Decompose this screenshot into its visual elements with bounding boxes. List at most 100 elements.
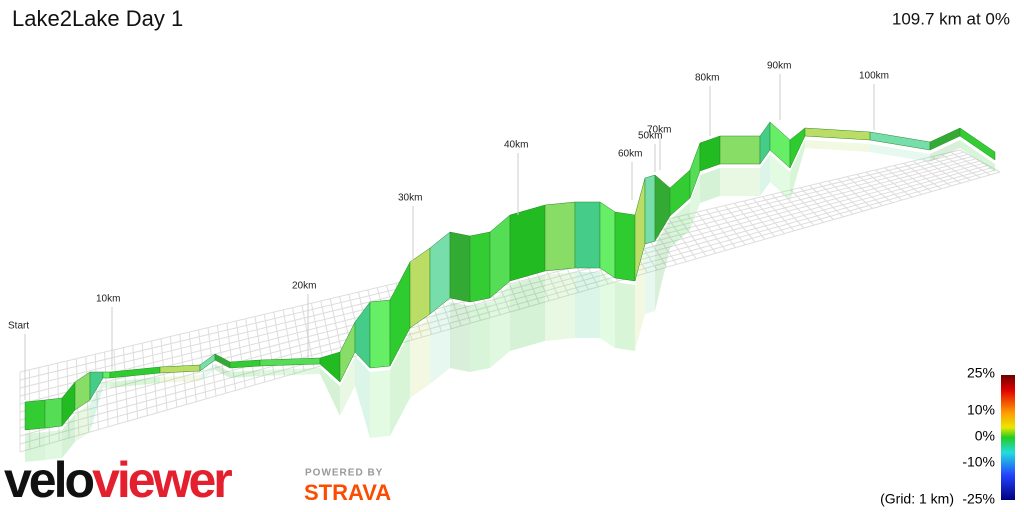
grid-line	[799, 187, 834, 220]
grid-line	[141, 343, 148, 416]
marker-label: 20km	[292, 281, 316, 292]
grid-line	[160, 338, 168, 411]
grid-line	[696, 211, 726, 251]
grid-line	[837, 178, 873, 209]
grid-line	[790, 189, 824, 223]
marker-label: 90km	[767, 61, 791, 72]
profile-segment	[574, 201, 601, 269]
grid-line	[310, 303, 325, 366]
grid-line	[104, 351, 109, 427]
grid-line	[254, 316, 266, 383]
grid-line	[122, 347, 129, 422]
grid-line	[715, 207, 746, 246]
grid-line	[922, 158, 962, 184]
title: Lake2Lake Day 1	[12, 6, 183, 31]
reflection-segment	[450, 302, 470, 372]
grid-line	[931, 156, 971, 181]
reflection-segment	[320, 368, 340, 416]
reflection-segment	[790, 140, 805, 200]
elevation-profile	[24, 121, 996, 431]
reflection-segment	[805, 140, 870, 152]
reflection-segment	[510, 275, 545, 351]
grid-line	[273, 311, 286, 377]
gradient-scale	[1001, 375, 1015, 500]
grid-line	[235, 320, 246, 388]
reflection-segment	[215, 364, 230, 378]
grid-line	[771, 194, 805, 229]
reflection-segment	[470, 302, 490, 372]
reflection-segment	[430, 302, 450, 384]
grid-line	[752, 198, 785, 234]
reflection-segment	[670, 202, 690, 248]
reflection-segment	[760, 154, 770, 196]
reflection-segment	[690, 175, 700, 230]
reflection-segment	[700, 168, 720, 203]
grid-line	[245, 318, 256, 385]
reflection-segment	[355, 356, 370, 438]
legend-label: 25%	[967, 365, 995, 381]
profile-segment	[719, 135, 761, 165]
grid-line	[809, 185, 844, 218]
marker-label: 40km	[504, 140, 528, 151]
grid-line	[884, 167, 922, 195]
profile-segment	[229, 359, 261, 369]
profile-segment	[24, 399, 46, 431]
profile-segment	[509, 204, 546, 282]
profile-segment	[469, 231, 491, 303]
grid-line	[828, 180, 864, 212]
grid-line	[940, 154, 981, 179]
profile-segment	[959, 127, 996, 161]
marker-label: 80km	[695, 73, 719, 84]
grid-line	[734, 202, 766, 240]
profile-segment	[354, 301, 371, 369]
profile-segment	[804, 127, 871, 141]
reflection-segment	[260, 368, 320, 376]
grid-line	[743, 200, 775, 237]
grid-line	[762, 196, 795, 232]
profile-segment	[102, 371, 111, 379]
reflection-segment	[62, 414, 75, 458]
reflection-segment	[230, 370, 260, 378]
profile-segment	[449, 231, 471, 303]
grid-line	[781, 191, 815, 226]
grid-line	[686, 214, 717, 254]
grid-line	[668, 218, 697, 260]
strava-logo: STRAVA	[304, 480, 391, 505]
reflection-segment	[545, 272, 575, 341]
marker-label: 100km	[859, 71, 889, 82]
grid-line	[950, 151, 991, 176]
reflection-segment	[340, 356, 355, 416]
profile-segment	[644, 174, 656, 245]
profile-segment	[544, 201, 576, 272]
powered-by: POWERED BY	[305, 468, 383, 479]
grid-line	[846, 176, 883, 206]
marker-label: 60km	[618, 149, 642, 160]
marker-label: 30km	[398, 193, 422, 204]
legend-label: 10%	[967, 402, 995, 418]
profile-segment	[489, 214, 511, 299]
reflection-segment	[410, 318, 430, 398]
reflection-segment	[615, 282, 635, 351]
grid-line	[705, 209, 736, 248]
reflection-segment	[160, 375, 200, 383]
reflection-segment	[930, 140, 960, 162]
legend-label: -10%	[962, 454, 995, 470]
grid-line	[818, 182, 854, 215]
logo-part: viewer	[92, 452, 232, 508]
marker-label: 10km	[96, 294, 120, 305]
grid-line	[912, 160, 952, 187]
profile-segment	[614, 211, 636, 282]
legend-label: 0%	[975, 428, 995, 444]
marker-label: Start	[8, 321, 29, 332]
grid-line	[875, 169, 913, 198]
profile-segment	[429, 231, 451, 315]
marker-label: 70km	[647, 125, 671, 136]
profile-segment	[369, 299, 391, 369]
summary: 109.7 km at 0%	[892, 9, 1010, 28]
reflection	[25, 140, 995, 462]
profile-segment	[599, 201, 616, 279]
reflection-segment	[645, 245, 655, 314]
profile-segment	[699, 135, 721, 172]
reflection-segment	[370, 370, 390, 438]
